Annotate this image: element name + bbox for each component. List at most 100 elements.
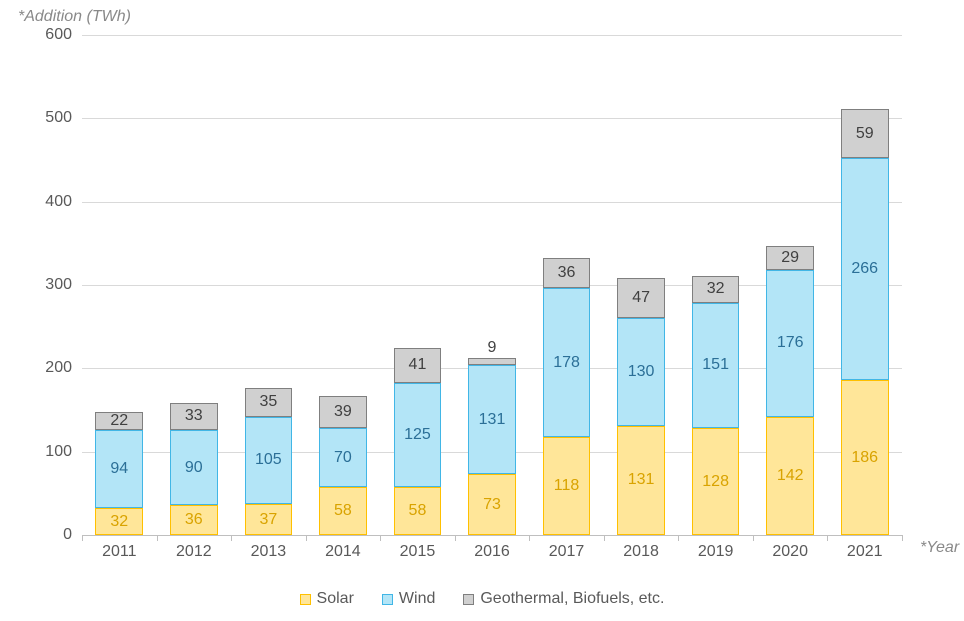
bar-value-label: 70 — [334, 450, 352, 466]
bar-segment-wind: 131 — [468, 365, 516, 474]
y-tick-label: 500 — [12, 109, 72, 127]
x-tick-mark — [529, 535, 530, 541]
bar-value-label: 36 — [185, 512, 203, 528]
legend-swatch-solar — [300, 594, 311, 605]
x-tick-mark — [231, 535, 232, 541]
bar-value-label: 266 — [851, 261, 878, 277]
x-tick-mark — [157, 535, 158, 541]
legend-item-other: Geothermal, Biofuels, etc. — [463, 590, 664, 608]
bar-segment-solar: 36 — [170, 505, 218, 535]
legend-swatch-wind — [382, 594, 393, 605]
y-tick-label: 600 — [12, 26, 72, 44]
bar-segment-solar: 142 — [766, 417, 814, 535]
bar-value-label: 131 — [628, 472, 655, 488]
bar-segment-other — [468, 358, 516, 366]
bar-value-label: 105 — [255, 452, 282, 468]
gridline — [82, 35, 902, 36]
x-tick-mark — [455, 535, 456, 541]
x-tick-mark — [380, 535, 381, 541]
bar-value-label: 176 — [777, 335, 804, 351]
bar-segment-wind: 130 — [617, 318, 665, 426]
x-tick-label: 2011 — [102, 543, 136, 561]
y-tick-label: 200 — [12, 359, 72, 377]
legend-swatch-other — [463, 594, 474, 605]
bar-segment-other: 39 — [319, 396, 367, 429]
bar-segment-wind: 105 — [245, 417, 293, 505]
x-axis-line — [82, 535, 902, 536]
bar-segment-solar: 58 — [394, 487, 442, 535]
gridline — [82, 202, 902, 203]
bar-segment-wind: 94 — [95, 430, 143, 508]
bar-value-label: 41 — [409, 357, 427, 373]
bar-segment-solar: 58 — [319, 487, 367, 535]
bar-value-label: 94 — [110, 461, 128, 477]
bar-segment-solar: 37 — [245, 504, 293, 535]
bar-segment-solar: 73 — [468, 474, 516, 535]
bar-segment-wind: 178 — [543, 288, 591, 436]
x-tick-mark — [753, 535, 754, 541]
y-axis-title: *Addition (TWh) — [18, 8, 131, 26]
bar-segment-other: 41 — [394, 348, 442, 382]
bar-value-label: 39 — [334, 404, 352, 420]
x-tick-mark — [902, 535, 903, 541]
bar-value-label: 9 — [488, 340, 497, 356]
bar-segment-other: 29 — [766, 246, 814, 270]
x-tick-label: 2019 — [698, 543, 734, 561]
bar-segment-other: 59 — [841, 109, 889, 158]
bar-value-label: 33 — [185, 408, 203, 424]
x-tick-mark — [306, 535, 307, 541]
bar-segment-solar: 128 — [692, 428, 740, 535]
bar-value-label: 32 — [110, 514, 128, 530]
y-tick-label: 400 — [12, 193, 72, 211]
bar-segment-wind: 176 — [766, 270, 814, 417]
bar-value-label: 131 — [479, 412, 506, 428]
bar-segment-solar: 131 — [617, 426, 665, 535]
y-tick-label: 0 — [12, 526, 72, 544]
x-tick-mark — [678, 535, 679, 541]
x-tick-label: 2015 — [400, 543, 436, 561]
bar-segment-other: 32 — [692, 276, 740, 303]
bar-value-label: 59 — [856, 126, 874, 142]
bar-value-label: 125 — [404, 427, 431, 443]
plot-area: 0100200300400500600201132942220123690332… — [82, 35, 902, 535]
chart-container: *Addition (TWh) 010020030040050060020113… — [0, 0, 964, 621]
bar-segment-wind: 151 — [692, 303, 740, 429]
bar-value-label: 73 — [483, 497, 501, 513]
bar-value-label: 35 — [259, 394, 277, 410]
bar-segment-wind: 90 — [170, 430, 218, 505]
bar-value-label: 90 — [185, 460, 203, 476]
x-tick-label: 2013 — [251, 543, 287, 561]
bar-segment-other: 33 — [170, 403, 218, 431]
x-tick-label: 2018 — [623, 543, 659, 561]
bar-value-label: 118 — [554, 478, 580, 494]
x-tick-label: 2012 — [176, 543, 212, 561]
x-tick-label: 2017 — [549, 543, 585, 561]
x-tick-label: 2016 — [474, 543, 510, 561]
bar-segment-wind: 266 — [841, 158, 889, 380]
bar-value-label: 32 — [707, 281, 725, 297]
bar-segment-other: 36 — [543, 258, 591, 288]
bar-value-label: 37 — [259, 512, 277, 528]
bar-value-label: 58 — [334, 503, 352, 519]
gridline — [82, 118, 902, 119]
bar-segment-solar: 118 — [543, 437, 591, 535]
bar-segment-wind: 70 — [319, 428, 367, 486]
bar-value-label: 130 — [628, 364, 655, 380]
legend-item-solar: Solar — [300, 590, 354, 608]
bar-value-label: 128 — [702, 474, 729, 490]
x-tick-label: 2020 — [772, 543, 808, 561]
x-tick-mark — [827, 535, 828, 541]
legend-label-other: Geothermal, Biofuels, etc. — [480, 590, 664, 608]
x-tick-mark — [82, 535, 83, 541]
bar-value-label: 151 — [702, 357, 729, 373]
bar-segment-other: 22 — [95, 412, 143, 430]
x-tick-label: 2021 — [847, 543, 883, 561]
bar-value-label: 178 — [553, 355, 580, 371]
x-tick-label: 2014 — [325, 543, 361, 561]
bar-segment-wind: 125 — [394, 383, 442, 487]
bar-value-label: 36 — [558, 265, 576, 281]
legend: Solar Wind Geothermal, Biofuels, etc. — [0, 590, 964, 608]
bar-segment-other: 47 — [617, 278, 665, 317]
bar-value-label: 29 — [781, 250, 799, 266]
bar-value-label: 47 — [632, 290, 650, 306]
